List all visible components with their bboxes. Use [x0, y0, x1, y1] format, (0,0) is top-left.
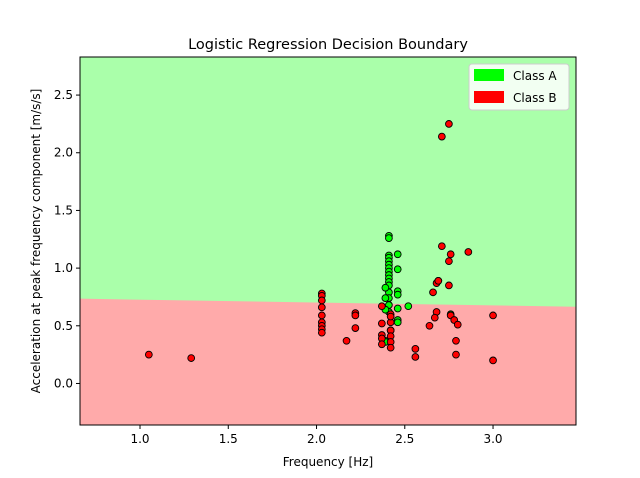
data-point [377, 302, 386, 311]
data-point [342, 336, 351, 345]
y-tick-label: 0.5 [54, 319, 73, 333]
legend: Class A Class B [468, 63, 570, 111]
data-point [377, 340, 386, 349]
y-axis-title: Acceleration at peak frequency component… [29, 89, 43, 394]
data-point [434, 276, 443, 285]
legend-label-class-b: Class B [513, 91, 557, 105]
data-point [489, 311, 497, 320]
data-point [317, 328, 326, 337]
data-point [386, 343, 395, 352]
data-point [445, 257, 453, 266]
data-point [393, 265, 402, 274]
data-point [404, 302, 413, 311]
data-point [430, 313, 439, 322]
data-point [411, 345, 420, 353]
data-point [386, 312, 395, 321]
data-point [445, 281, 453, 290]
x-axis-title: Frequency [Hz] [283, 455, 374, 469]
x-tick-label: 2.5 [395, 432, 414, 446]
data-point [187, 354, 196, 362]
y-tick-label: 2.0 [54, 146, 73, 160]
data-point [317, 311, 326, 320]
y-tick-label: 2.5 [54, 88, 73, 102]
data-point [429, 288, 437, 297]
data-point [464, 248, 473, 256]
data-point [445, 120, 453, 128]
legend-label-class-a: Class A [513, 69, 557, 83]
data-point [452, 350, 460, 359]
data-point [393, 290, 402, 299]
data-point [385, 234, 393, 242]
data-point [452, 336, 460, 345]
legend-swatch-class-a [474, 69, 504, 81]
y-tick-label: 0.0 [54, 376, 73, 390]
x-tick-label: 3.0 [483, 432, 502, 446]
x-tick-label: 2.0 [307, 432, 326, 446]
data-point [351, 311, 360, 320]
data-point [453, 320, 462, 329]
data-point [425, 321, 434, 330]
series-class-a [381, 231, 455, 346]
y-tick-label: 1.5 [54, 203, 73, 217]
data-point [351, 324, 360, 332]
y-tick-label: 1.0 [54, 261, 73, 275]
data-point [411, 353, 420, 361]
data-point [438, 242, 446, 251]
data-point [438, 132, 446, 141]
class-b-region [80, 298, 576, 425]
data-point [377, 319, 386, 328]
data-point [393, 304, 402, 313]
plot-area [79, 56, 577, 426]
data-points [144, 120, 497, 365]
x-tick-label: 1.5 [219, 432, 238, 446]
axes-frame [79, 56, 577, 426]
data-point [381, 294, 390, 302]
data-point [144, 350, 153, 359]
y-axis: 0.0 0.5 1.0 1.5 2.0 2.5 [54, 88, 80, 390]
x-axis: 1.0 1.5 2.0 2.5 3.0 [130, 425, 503, 446]
x-tick-label: 1.0 [130, 432, 149, 446]
data-point [381, 283, 390, 292]
chart-title: Logistic Regression Decision Boundary [188, 37, 468, 53]
series-class-b [144, 120, 497, 365]
data-point [489, 356, 497, 365]
data-point [317, 303, 326, 312]
data-point [393, 250, 402, 259]
data-point [446, 250, 455, 259]
legend-swatch-class-b [474, 91, 504, 103]
data-point [393, 318, 402, 327]
data-point [317, 296, 326, 305]
